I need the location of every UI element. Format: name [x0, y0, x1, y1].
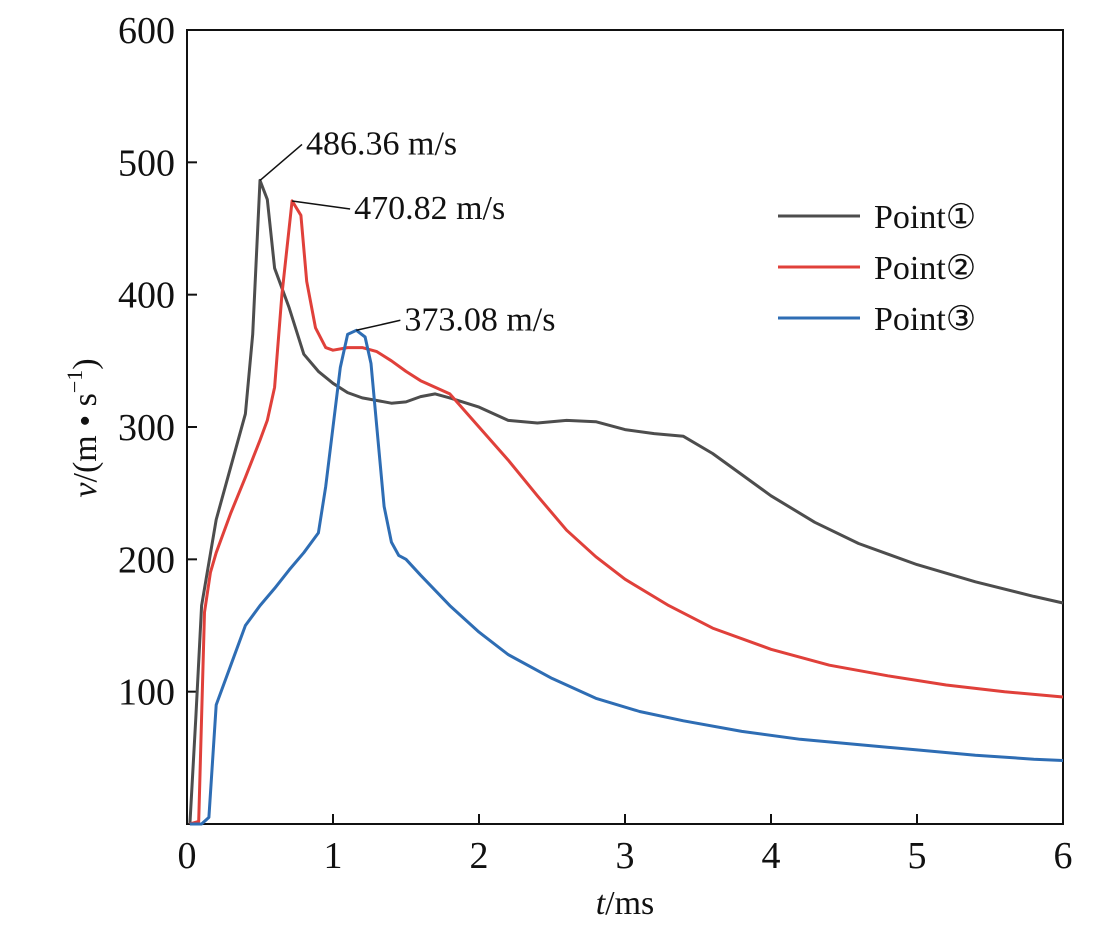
y-tick-label: 100: [118, 672, 175, 714]
x-axis-var: t: [596, 885, 607, 922]
y-axis-unit-close: ): [67, 358, 104, 369]
annotation-label: 470.82 m/s: [354, 190, 505, 227]
y-axis-var: v: [67, 482, 104, 498]
legend-label-1: Point①: [874, 199, 976, 236]
x-axis-label: t/ms: [596, 885, 655, 922]
series-line-2: [189, 199, 1064, 826]
annotation-label: 486.36 m/s: [306, 125, 457, 162]
y-tick-label: 500: [118, 142, 175, 184]
y-tick-label: 400: [118, 275, 175, 317]
series-line-1: [188, 178, 1064, 825]
y-axis-label: v/(m • s−1): [62, 358, 104, 497]
legend-label-3: Point③: [874, 301, 976, 338]
annotation-leader: [292, 200, 351, 210]
annotation-label: 373.08 m/s: [404, 301, 555, 338]
y-tick-label: 600: [118, 10, 175, 52]
x-tick-label: 3: [616, 835, 635, 877]
x-tick-label: 2: [470, 835, 489, 877]
series-lines: [188, 178, 1064, 826]
annotation-leader: [259, 143, 303, 181]
annotations: 486.36 m/s 470.82 m/s 373.08 m/s: [259, 125, 555, 338]
y-tick-label: 300: [118, 407, 175, 449]
x-tick-label: 5: [908, 835, 927, 877]
legend-label-2: Point②: [874, 250, 976, 287]
series-line-3: [189, 328, 1064, 826]
x-tick-label: 4: [762, 835, 781, 877]
x-tick-label: 0: [178, 835, 197, 877]
annotation-leader: [356, 319, 401, 332]
axis-ticks: 0 1 2 3 4 5 6 100 200 300 400 500 600: [118, 10, 1073, 877]
y-tick-label: 200: [118, 539, 175, 581]
y-axis-unit: /(m • s: [67, 393, 104, 482]
x-tick-label: 1: [324, 835, 343, 877]
legend: Point① Point② Point③: [778, 199, 976, 338]
x-axis-unit: /ms: [605, 885, 654, 922]
y-axis-unit-sup: −1: [62, 370, 87, 393]
x-tick-label: 6: [1054, 835, 1073, 877]
